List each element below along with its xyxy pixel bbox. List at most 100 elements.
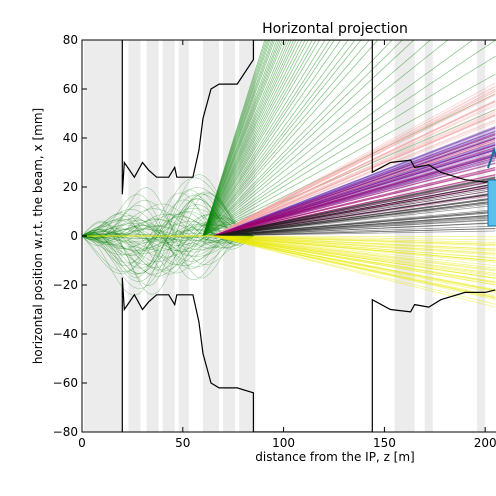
- shaded-region: [394, 40, 415, 432]
- series-trace: [82, 149, 496, 237]
- oscillation-trace: [82, 207, 254, 256]
- series-trace: [82, 235, 496, 300]
- series-trace: [82, 127, 496, 237]
- series-trace: [82, 205, 496, 237]
- series-trace: [82, 214, 496, 237]
- series-trace: [82, 235, 496, 245]
- oscillation-trace: [82, 225, 254, 247]
- series-trace: [82, 88, 496, 237]
- series-trace: [82, 163, 496, 237]
- series-trace: [82, 138, 496, 237]
- series-trace: [82, 174, 496, 237]
- oscillation-trace: [82, 233, 254, 239]
- shaded-region: [128, 40, 141, 432]
- series-trace: [82, 40, 268, 237]
- series-trace: [82, 179, 496, 237]
- series-trace: [82, 235, 496, 279]
- series-trace: [82, 100, 496, 237]
- series-trace: [82, 91, 496, 237]
- series-trace: [82, 40, 379, 237]
- series-trace: [82, 235, 496, 279]
- series-trace: [82, 203, 496, 237]
- series-trace: [82, 115, 496, 237]
- series-trace: [82, 155, 496, 237]
- series-trace: [82, 235, 496, 286]
- series-trace: [82, 183, 496, 237]
- y-tick-label: −80: [53, 425, 78, 439]
- oscillation-trace: [82, 208, 254, 249]
- series-trace: [82, 235, 496, 297]
- series-trace: [82, 212, 496, 237]
- series-trace: [82, 174, 496, 237]
- series-trace: [82, 183, 496, 237]
- series-trace: [82, 235, 496, 259]
- shaded-region: [146, 40, 159, 432]
- series-trace: [82, 157, 496, 237]
- series-trace: [82, 139, 496, 237]
- series-trace: [82, 183, 496, 237]
- series-trace: [82, 40, 362, 237]
- series-trace: [82, 134, 496, 237]
- series-trace: [82, 127, 496, 237]
- series-trace: [82, 40, 274, 237]
- oscillation-trace: [82, 218, 254, 266]
- series-trace: [82, 40, 283, 237]
- series-trace: [82, 222, 496, 237]
- series-trace: [82, 114, 496, 237]
- series-trace: [82, 200, 496, 237]
- series-trace: [82, 186, 496, 237]
- x-tick-label: 200: [474, 436, 496, 450]
- series-trace: [82, 192, 496, 237]
- series-trace: [82, 158, 496, 237]
- series-trace: [82, 40, 415, 237]
- series-trace: [82, 235, 496, 284]
- series-trace: [82, 235, 496, 241]
- shaded-region: [202, 40, 220, 432]
- series-trace: [82, 222, 496, 237]
- series-trace: [82, 235, 496, 255]
- series-trace: [82, 40, 331, 237]
- series-trace: [82, 143, 496, 237]
- x-tick-label: 150: [373, 436, 396, 450]
- series-trace: [82, 214, 496, 237]
- series-trace: [82, 235, 496, 262]
- series-trace: [82, 144, 496, 237]
- oscillation-trace: [82, 203, 254, 249]
- series-trace: [82, 40, 349, 237]
- oscillation-trace: [82, 220, 254, 253]
- series-trace: [82, 218, 496, 237]
- series-trace: [82, 155, 496, 237]
- oscillation-trace: [82, 227, 254, 245]
- series-trace: [82, 219, 496, 237]
- series-trace: [82, 153, 496, 237]
- series-trace: [82, 133, 496, 237]
- series-trace: [82, 144, 496, 237]
- series-trace: [82, 153, 496, 237]
- series-trace: [82, 147, 496, 237]
- series-trace: [82, 151, 496, 237]
- oscillation-trace: [82, 229, 254, 242]
- y-tick-label: 40: [63, 131, 78, 145]
- series-trace: [82, 40, 303, 237]
- shaded-region: [84, 40, 123, 432]
- series-trace: [82, 154, 496, 237]
- series-trace: [82, 235, 496, 299]
- series-trace: [82, 176, 496, 237]
- series-trace: [82, 197, 496, 237]
- aperture-lower-line: [121, 277, 496, 432]
- oscillation-trace: [82, 220, 254, 262]
- series-trace: [82, 40, 321, 237]
- series-trace: [82, 155, 496, 237]
- oscillation-trace: [82, 221, 254, 248]
- series-trace: [82, 40, 474, 237]
- series-trace: [82, 109, 496, 237]
- series-trace: [82, 159, 496, 237]
- series-trace: [82, 40, 335, 237]
- series-trace: [82, 148, 496, 237]
- oscillation-trace: [82, 224, 254, 252]
- series-trace: [82, 148, 496, 237]
- series-trace: [82, 211, 496, 237]
- oscillation-trace: [82, 174, 254, 296]
- oscillation-trace: [82, 224, 254, 272]
- oscillation-trace: [82, 218, 254, 257]
